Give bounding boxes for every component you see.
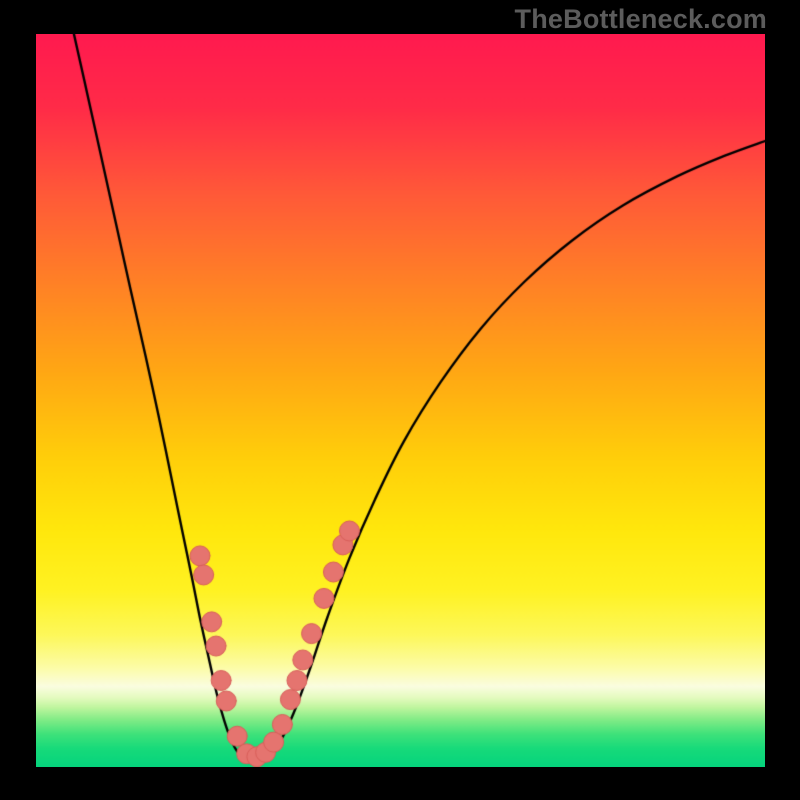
stage: TheBottleneck.com bbox=[0, 0, 800, 800]
bottleneck-v-curve-chart bbox=[36, 34, 765, 767]
watermark-text: TheBottleneck.com bbox=[515, 4, 767, 35]
plot-area bbox=[36, 34, 765, 767]
